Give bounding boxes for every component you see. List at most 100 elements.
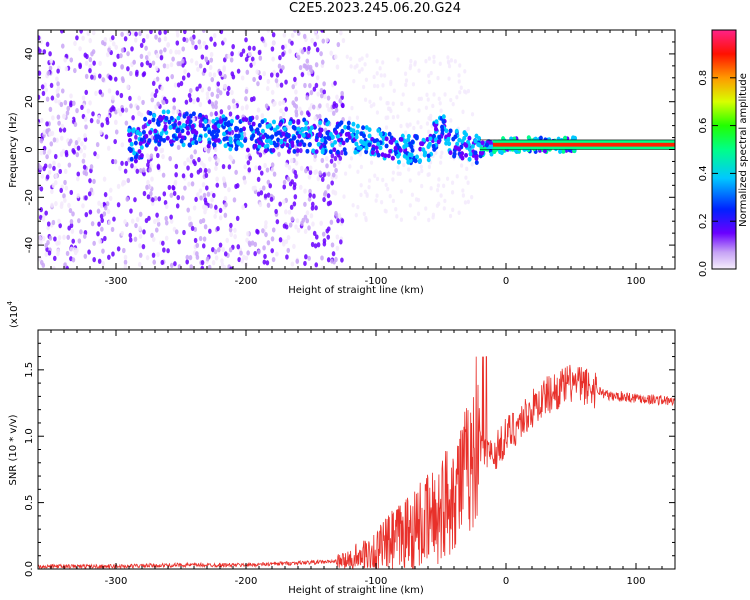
spectral-ridge-point bbox=[147, 119, 152, 125]
spectral-noise-point bbox=[126, 66, 130, 72]
spectral-ridge-point bbox=[194, 140, 199, 145]
spectral-noise-point bbox=[211, 247, 215, 253]
spectral-noise-point bbox=[110, 226, 115, 233]
spectral-noise-point bbox=[107, 88, 112, 94]
spectral-noise-point bbox=[222, 177, 226, 183]
spectral-noise-point bbox=[409, 58, 413, 64]
spectral-noise-point bbox=[135, 216, 140, 223]
spectral-noise-point bbox=[137, 95, 142, 101]
spectral-ridge-point bbox=[255, 127, 260, 133]
spectral-noise-point bbox=[208, 71, 213, 78]
spectral-noise-point bbox=[451, 101, 455, 107]
spectral-noise-point bbox=[57, 235, 62, 241]
spectral-ridge-point bbox=[148, 130, 153, 135]
spectral-noise-point bbox=[438, 101, 442, 106]
spectral-noise-point bbox=[51, 219, 56, 226]
spectral-ridge-point bbox=[203, 133, 208, 138]
spectral-noise-point bbox=[424, 206, 428, 211]
spectral-noise-point bbox=[420, 183, 424, 189]
spectral-noise-point bbox=[171, 109, 176, 115]
spectral-noise-point bbox=[90, 74, 94, 80]
spectral-noise-point bbox=[295, 258, 300, 264]
spectral-noise-point bbox=[150, 97, 155, 103]
spectral-noise-point bbox=[89, 187, 94, 193]
spectral-noise-point bbox=[119, 53, 123, 59]
spectral-noise-point bbox=[64, 185, 69, 191]
spectral-noise-point bbox=[60, 123, 65, 129]
spectral-noise-point bbox=[295, 218, 300, 224]
spectral-noise-point bbox=[293, 194, 298, 200]
spectral-ridge-point bbox=[470, 144, 475, 149]
spectral-noise-point bbox=[326, 201, 331, 207]
spectral-noise-point bbox=[457, 210, 461, 215]
spectral-noise-point bbox=[93, 151, 97, 157]
spectral-noise-point bbox=[166, 42, 171, 48]
spectral-noise-point bbox=[79, 229, 83, 235]
spectral-noise-point bbox=[186, 207, 191, 213]
spectral-ridge-point bbox=[234, 133, 239, 139]
spectral-noise-point bbox=[172, 105, 176, 111]
spectral-noise-point bbox=[240, 75, 245, 81]
spectral-noise-point bbox=[457, 79, 461, 84]
spectral-noise-point bbox=[427, 172, 431, 177]
spectral-noise-point bbox=[189, 172, 194, 179]
spectral-noise-point bbox=[112, 61, 117, 68]
spectral-noise-point bbox=[223, 212, 228, 218]
spectral-noise-point bbox=[317, 113, 322, 119]
spectral-noise-point bbox=[196, 66, 200, 72]
spectral-ridge-point bbox=[444, 128, 449, 134]
spectral-noise-point bbox=[217, 247, 221, 253]
spectral-noise-point bbox=[271, 56, 275, 62]
spectral-noise-point bbox=[48, 65, 53, 71]
spectral-noise-point bbox=[286, 176, 291, 182]
spectral-noise-point bbox=[336, 41, 341, 48]
spectral-noise-point bbox=[81, 35, 85, 41]
spectral-ridge-point bbox=[358, 145, 363, 151]
spectral-ridge-point bbox=[351, 128, 356, 134]
spectral-noise-point bbox=[104, 134, 109, 140]
spectral-noise-point bbox=[340, 257, 344, 263]
spectral-noise-point bbox=[253, 185, 257, 191]
spectral-noise-point bbox=[174, 229, 179, 235]
spectral-ridge-point bbox=[389, 140, 394, 145]
spectral-noise-point bbox=[236, 244, 241, 250]
spectral-noise-point bbox=[228, 247, 233, 253]
spectral-noise-point bbox=[290, 40, 294, 46]
spectral-noise-point bbox=[372, 102, 376, 107]
spectral-noise-point bbox=[448, 213, 453, 219]
snr-multiplier-base: (x10 bbox=[9, 305, 20, 328]
spectral-noise-point bbox=[326, 226, 331, 232]
spectral-noise-point bbox=[443, 92, 447, 97]
spectral-noise-point bbox=[207, 86, 211, 92]
spectral-ridge-point bbox=[413, 134, 418, 140]
spectral-ridge-point bbox=[151, 117, 156, 123]
spectral-noise-point bbox=[45, 121, 49, 127]
spectral-ridge-point bbox=[360, 140, 365, 146]
spectral-noise-point bbox=[147, 51, 151, 57]
spectral-ridge-point bbox=[139, 153, 144, 158]
spectral-noise-point bbox=[293, 80, 298, 87]
spectral-ridge-point bbox=[405, 155, 410, 161]
spectral-noise-point bbox=[408, 203, 412, 208]
spectral-noise-point bbox=[229, 156, 234, 162]
spectral-noise-point bbox=[186, 72, 191, 78]
spectral-noise-point bbox=[56, 114, 61, 120]
spectral-ridge-point bbox=[227, 126, 232, 132]
spectral-noise-point bbox=[427, 129, 431, 135]
spectral-noise-point bbox=[141, 38, 146, 44]
spectral-noise-point bbox=[432, 59, 436, 64]
spectral-noise-point bbox=[254, 165, 258, 171]
spectral-ridge-point bbox=[135, 129, 140, 135]
spectral-noise-point bbox=[156, 217, 160, 223]
spectral-noise-point bbox=[225, 237, 230, 243]
spectral-noise-point bbox=[303, 201, 307, 207]
spectral-noise-point bbox=[257, 249, 261, 255]
spectral-noise-point bbox=[395, 214, 399, 219]
spectral-noise-point bbox=[375, 193, 379, 198]
spectral-noise-point bbox=[191, 40, 195, 46]
spectral-noise-point bbox=[363, 97, 368, 102]
spectral-ridge-point bbox=[474, 160, 479, 165]
spectral-noise-point bbox=[60, 43, 65, 49]
spectral-noise-point bbox=[464, 90, 468, 95]
spectral-noise-point bbox=[244, 105, 249, 111]
